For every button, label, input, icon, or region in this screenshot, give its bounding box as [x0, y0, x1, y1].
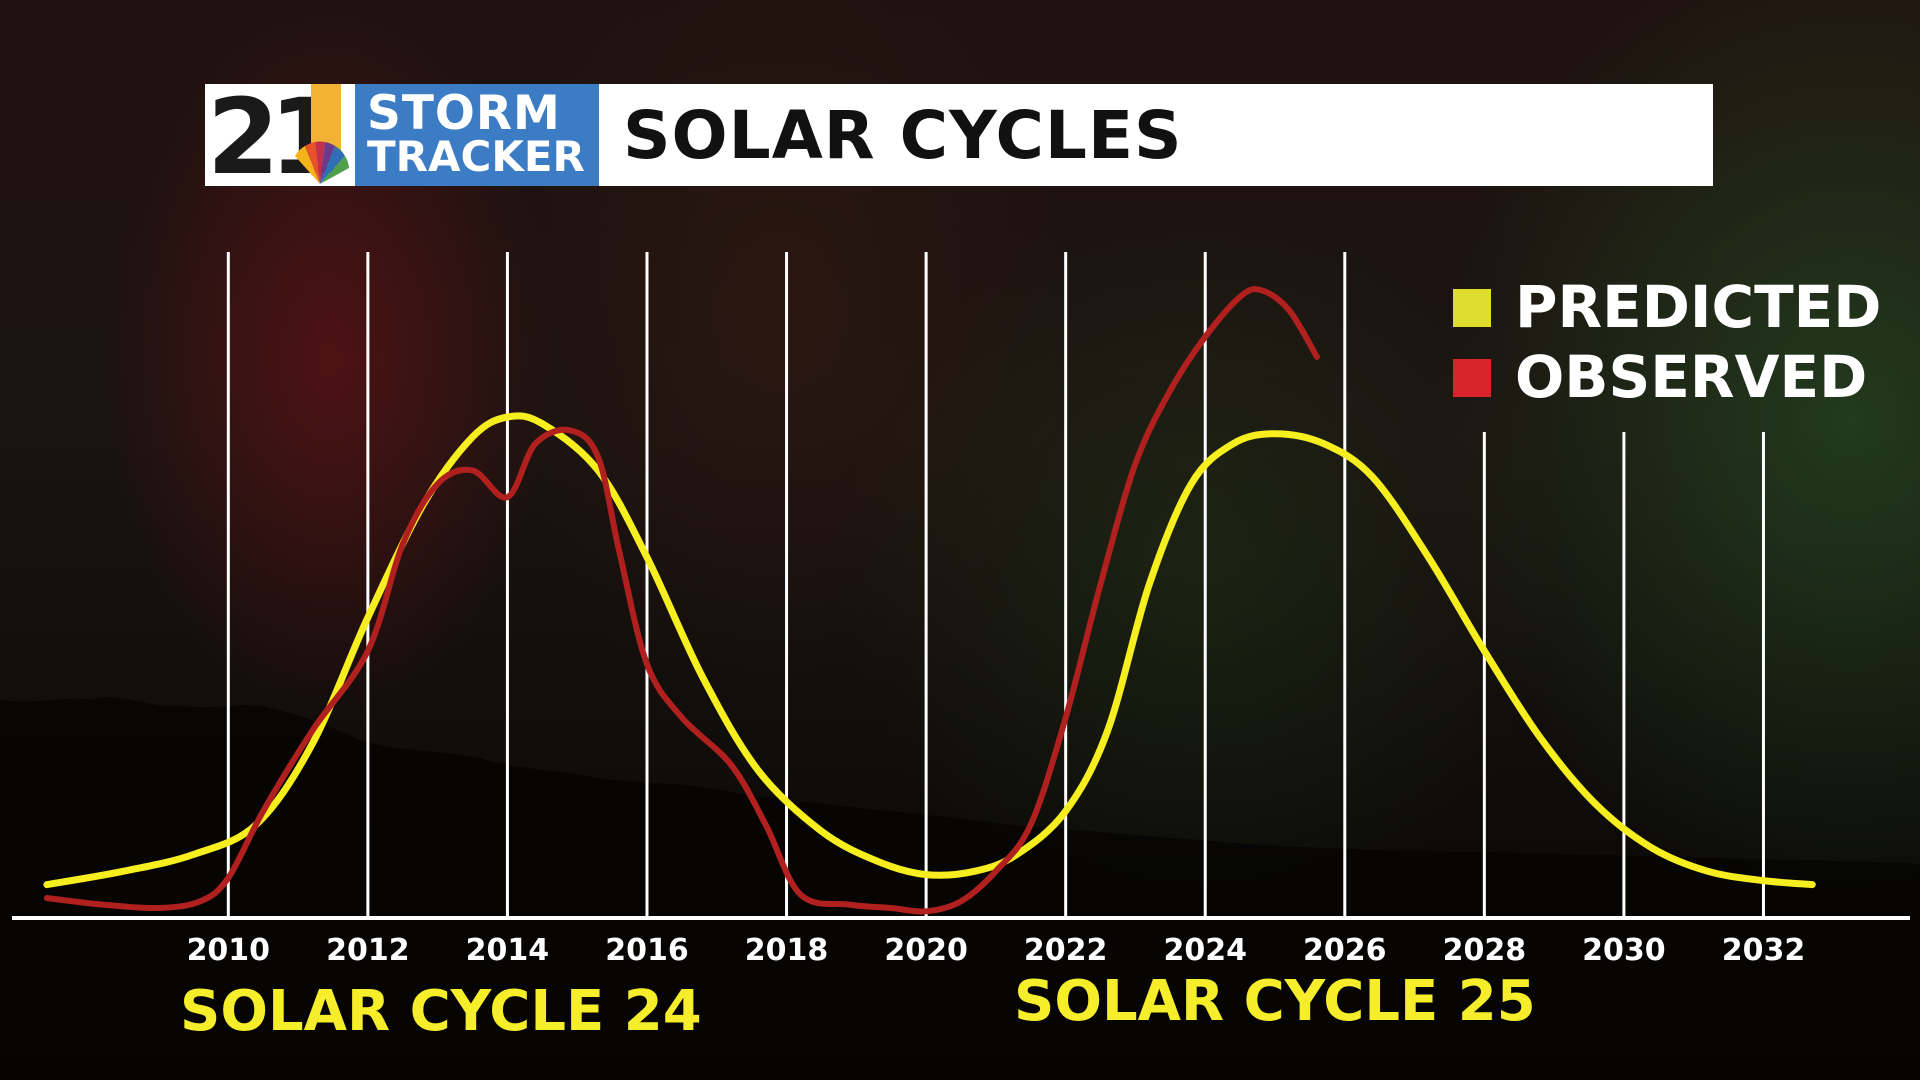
legend-item-predicted: PREDICTED: [1453, 275, 1893, 339]
legend-swatch-predicted: [1453, 289, 1491, 327]
x-tick-label-2026: 2026: [1303, 933, 1387, 968]
x-tick-labels: 2010 2012 2014 2016 2018 2020 2022 2024 2026 2028…: [187, 933, 1806, 968]
x-tick-label-2024: 2024: [1163, 933, 1247, 968]
annotation-solar-cycle-24: SOLAR CYCLE 24: [180, 979, 702, 1044]
chart-legend: PREDICTED OBSERVED: [1453, 275, 1893, 415]
x-tick-label-2016: 2016: [605, 933, 689, 968]
header-banner: 21 STORM TRACKER SOLAR CYCLES: [205, 78, 1713, 196]
x-tick-label-2030: 2030: [1582, 933, 1666, 968]
series-lines: [43, 286, 1816, 915]
series-observed-line: [43, 286, 1320, 915]
logo-storm-tracker-block: STORM TRACKER: [355, 84, 599, 186]
logo-channel-block: 21: [205, 78, 355, 196]
x-tick-label-2018: 2018: [745, 933, 829, 968]
x-tick-label-2028: 2028: [1443, 933, 1527, 968]
x-tick-label-2022: 2022: [1024, 933, 1108, 968]
x-tick-label-2032: 2032: [1722, 933, 1806, 968]
x-tick-label-2020: 2020: [884, 933, 968, 968]
series-predicted-line: [43, 412, 1816, 889]
annotation-solar-cycle-25: SOLAR CYCLE 25: [1014, 969, 1536, 1034]
station-logo: 21 STORM TRACKER: [205, 78, 599, 196]
page-title: SOLAR CYCLES: [623, 97, 1183, 174]
legend-item-observed: OBSERVED: [1453, 345, 1893, 409]
x-tick-label-2014: 2014: [466, 933, 550, 968]
x-tick-label-2010: 2010: [187, 933, 271, 968]
legend-label-observed: OBSERVED: [1515, 343, 1868, 411]
title-bar: SOLAR CYCLES: [599, 84, 1713, 186]
legend-swatch-observed: [1453, 359, 1491, 397]
x-tick-label-2012: 2012: [326, 933, 410, 968]
peacock-icon: [295, 141, 349, 184]
logo-text-storm: STORM: [367, 86, 561, 141]
legend-label-predicted: PREDICTED: [1515, 273, 1882, 341]
logo-text-tracker: TRACKER: [367, 132, 585, 181]
